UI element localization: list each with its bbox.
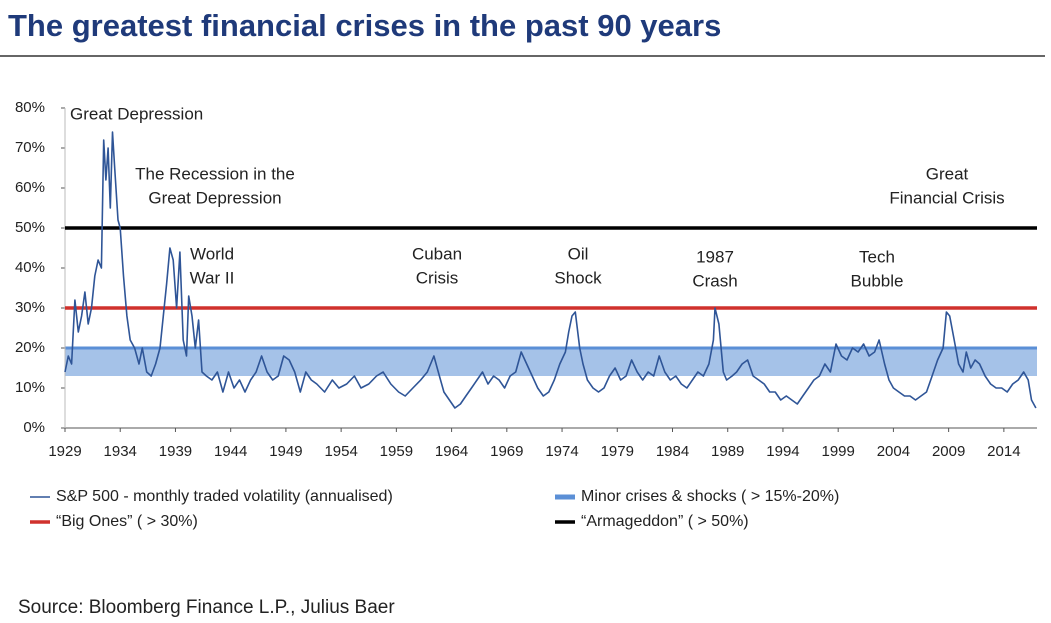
legend-label: Minor crises & shocks ( > 15%-20%) — [581, 488, 839, 505]
minor-crises-band — [65, 348, 1037, 376]
y-tick-label: 10% — [15, 379, 45, 396]
x-tick-label: 2014 — [987, 443, 1020, 460]
y-tick-label: 60% — [15, 179, 45, 196]
annotation: 1987 — [696, 247, 734, 266]
annotation: Great — [926, 164, 969, 183]
annotation: War II — [190, 268, 235, 287]
y-tick-label: 80% — [15, 99, 45, 116]
legend-label: S&P 500 - monthly traded volatility (ann… — [56, 488, 393, 505]
annotation: World — [190, 244, 234, 263]
x-tick-label: 1959 — [380, 443, 413, 460]
y-tick-label: 50% — [15, 219, 45, 236]
x-tick-label: 1974 — [545, 443, 578, 460]
annotation: Cuban — [412, 244, 462, 263]
x-tick-label: 1944 — [214, 443, 247, 460]
y-tick-label: 20% — [15, 339, 45, 356]
y-tick-label: 0% — [23, 419, 45, 436]
annotation: Financial Crisis — [889, 188, 1004, 207]
annotation: Crisis — [416, 268, 459, 287]
x-tick-label: 2004 — [877, 443, 910, 460]
y-tick-label: 40% — [15, 259, 45, 276]
x-tick-label: 1954 — [324, 443, 357, 460]
x-tick-label: 1999 — [821, 443, 854, 460]
annotation: Great Depression — [70, 104, 203, 123]
x-tick-label: 1969 — [490, 443, 523, 460]
annotation: The Recession in the — [135, 164, 295, 183]
x-tick-label: 1989 — [711, 443, 744, 460]
volatility-line — [64, 131, 1037, 409]
x-tick-label: 1994 — [766, 443, 799, 460]
chart-title: The greatest financial crises in the pas… — [8, 8, 721, 43]
annotation: Oil — [568, 244, 589, 263]
legend-label: “Armageddon” ( > 50%) — [581, 513, 749, 530]
x-tick-label: 1984 — [656, 443, 689, 460]
annotation: Crash — [692, 271, 737, 290]
annotation: Bubble — [851, 271, 904, 290]
x-tick-label: 2009 — [932, 443, 965, 460]
source-note: Source: Bloomberg Finance L.P., Julius B… — [18, 597, 395, 618]
annotation: Tech — [859, 247, 895, 266]
x-tick-label: 1949 — [269, 443, 302, 460]
annotation: Shock — [554, 268, 602, 287]
x-tick-label: 1939 — [159, 443, 192, 460]
legend-label: “Big Ones” ( > 30%) — [56, 513, 198, 530]
annotation: Great Depression — [148, 188, 281, 207]
y-tick-label: 70% — [15, 139, 45, 156]
y-tick-label: 30% — [15, 299, 45, 316]
x-tick-label: 1934 — [104, 443, 137, 460]
x-tick-label: 1929 — [48, 443, 81, 460]
x-tick-label: 1964 — [435, 443, 468, 460]
x-tick-label: 1979 — [601, 443, 634, 460]
